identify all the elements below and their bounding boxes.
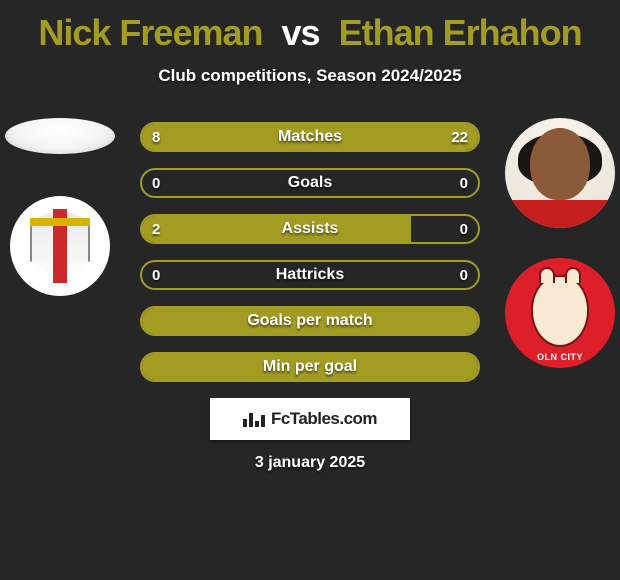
- date-text: 3 january 2025: [0, 454, 620, 472]
- left-avatars: [5, 118, 115, 338]
- stat-label: Min per goal: [142, 354, 478, 380]
- avatar-shirt-icon: [505, 200, 615, 228]
- player2-name: Ethan Erhahon: [339, 12, 582, 53]
- stat-label: Goals per match: [142, 308, 478, 334]
- stat-label: Matches: [142, 124, 478, 150]
- player2-avatar: [505, 118, 615, 228]
- stat-row: 822Matches: [140, 122, 480, 152]
- stat-label: Assists: [142, 216, 478, 242]
- stat-row: 20Assists: [140, 214, 480, 244]
- comparison-title: Nick Freeman vs Ethan Erhahon: [0, 0, 620, 54]
- player1-name: Nick Freeman: [38, 12, 262, 53]
- vs-text: vs: [282, 12, 320, 53]
- stat-label: Goals: [142, 170, 478, 196]
- player2-club-badge: OLN CITY: [505, 258, 615, 368]
- stats-container: 822Matches 00Goals 20Assists 00Hattricks Goa…: [140, 122, 480, 398]
- avatar-face-icon: [530, 128, 590, 200]
- stat-row: Min per goal: [140, 352, 480, 382]
- stat-row: 00Goals: [140, 168, 480, 198]
- source-badge: FcTables.com: [210, 398, 410, 440]
- player1-club-badge: [10, 196, 110, 296]
- imp-mascot-icon: [531, 275, 589, 347]
- bar-chart-icon: [243, 411, 265, 427]
- player1-avatar: [5, 118, 115, 154]
- subtitle: Club competitions, Season 2024/2025: [0, 66, 620, 86]
- crest-bar-icon: [30, 218, 90, 226]
- stat-row: Goals per match: [140, 306, 480, 336]
- stat-label: Hattricks: [142, 262, 478, 288]
- stat-row: 00Hattricks: [140, 260, 480, 290]
- source-text: FcTables.com: [271, 409, 377, 429]
- right-avatars: OLN CITY: [505, 118, 615, 410]
- club-badge-text: OLN CITY: [505, 352, 615, 362]
